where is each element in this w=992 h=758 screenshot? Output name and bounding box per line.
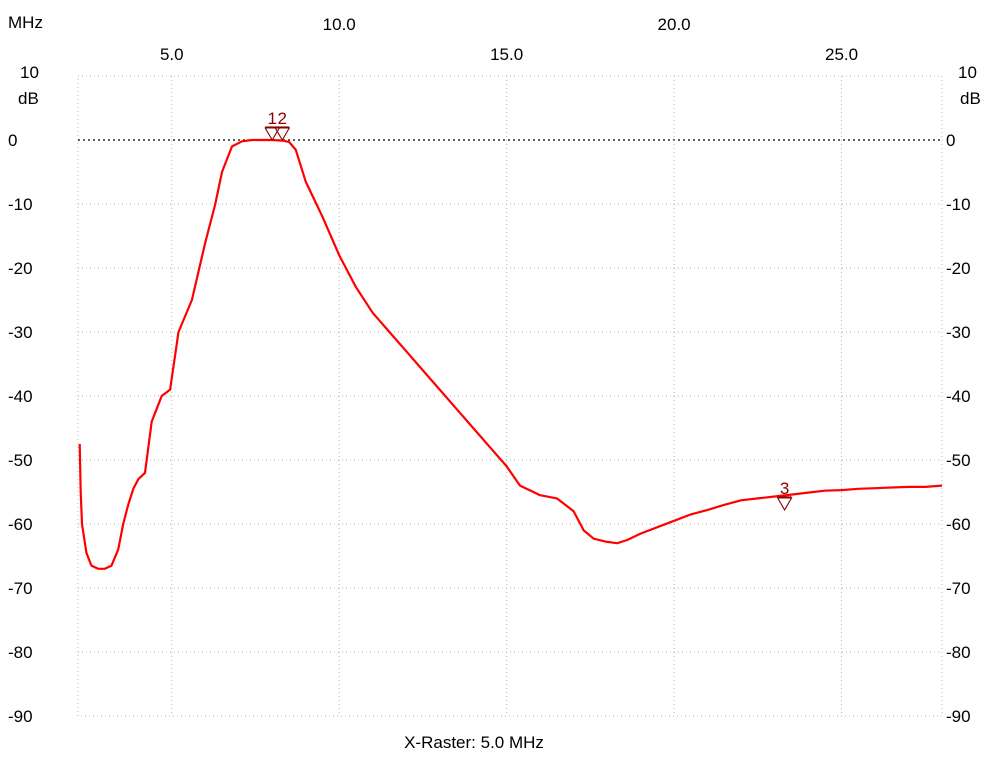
x-unit-label: MHz xyxy=(8,13,43,32)
marker-triangle xyxy=(274,127,291,142)
y-tick-label-left: -80 xyxy=(8,643,33,662)
y-tick-label-right: 0 xyxy=(946,131,955,150)
grid-layer xyxy=(77,75,943,717)
y-tick-label-left: 0 xyxy=(8,131,17,150)
y-unit-label-left: dB xyxy=(18,89,39,108)
trace-layer xyxy=(78,138,943,570)
y-tick-label-right: -50 xyxy=(946,451,971,470)
y-tick-label-left: -90 xyxy=(8,707,33,726)
y-tick-label-left: -20 xyxy=(8,259,33,278)
y-unit-value-right: 10 xyxy=(958,63,977,82)
x-tick-label: 15.0 xyxy=(490,45,523,64)
y-tick-label-right: -80 xyxy=(946,643,971,662)
y-tick-label-right: -30 xyxy=(946,323,971,342)
y-tick-label-right: -40 xyxy=(946,387,971,406)
y-tick-label-left: -10 xyxy=(8,195,33,214)
y-unit-label-right: dB xyxy=(960,89,981,108)
x-tick-label: 25.0 xyxy=(825,45,858,64)
x-tick-label: 5.0 xyxy=(160,45,184,64)
y-tick-label-right: -60 xyxy=(946,515,971,534)
y-tick-label-left: -50 xyxy=(8,451,33,470)
marker-layer: 1 2 3 xyxy=(264,109,793,512)
marker-label: 3 xyxy=(780,479,789,498)
x-tick-label: 20.0 xyxy=(658,15,691,34)
y-tick-label-right: -90 xyxy=(946,707,971,726)
marker-triangle xyxy=(776,497,793,512)
y-tick-label-left: -30 xyxy=(8,323,33,342)
response-trace xyxy=(78,138,943,570)
marker-triangle xyxy=(264,127,281,142)
marker-label: 2 xyxy=(278,109,287,128)
y-tick-label-left: -70 xyxy=(8,579,33,598)
y-tick-label-right: -20 xyxy=(946,259,971,278)
marker-label: 1 xyxy=(267,109,276,128)
y-tick-label-left: -60 xyxy=(8,515,33,534)
y-unit-value-left: 10 xyxy=(20,63,39,82)
x-raster-footer: X-Raster: 5.0 MHz xyxy=(404,733,544,752)
y-tick-label-right: -70 xyxy=(946,579,971,598)
x-tick-label: 10.0 xyxy=(323,15,356,34)
y-tick-label-right: -10 xyxy=(946,195,971,214)
axis-layer: MHz 10 dB 10 dB 0 0 -10 -10 -20 -20 -30 -30 -40 -… xyxy=(8,13,981,726)
y-tick-label-left: -40 xyxy=(8,387,33,406)
